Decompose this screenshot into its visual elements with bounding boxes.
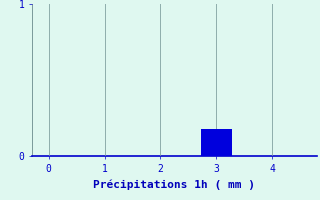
X-axis label: Précipitations 1h ( mm ): Précipitations 1h ( mm ) xyxy=(93,179,255,190)
Bar xyxy=(201,129,232,156)
